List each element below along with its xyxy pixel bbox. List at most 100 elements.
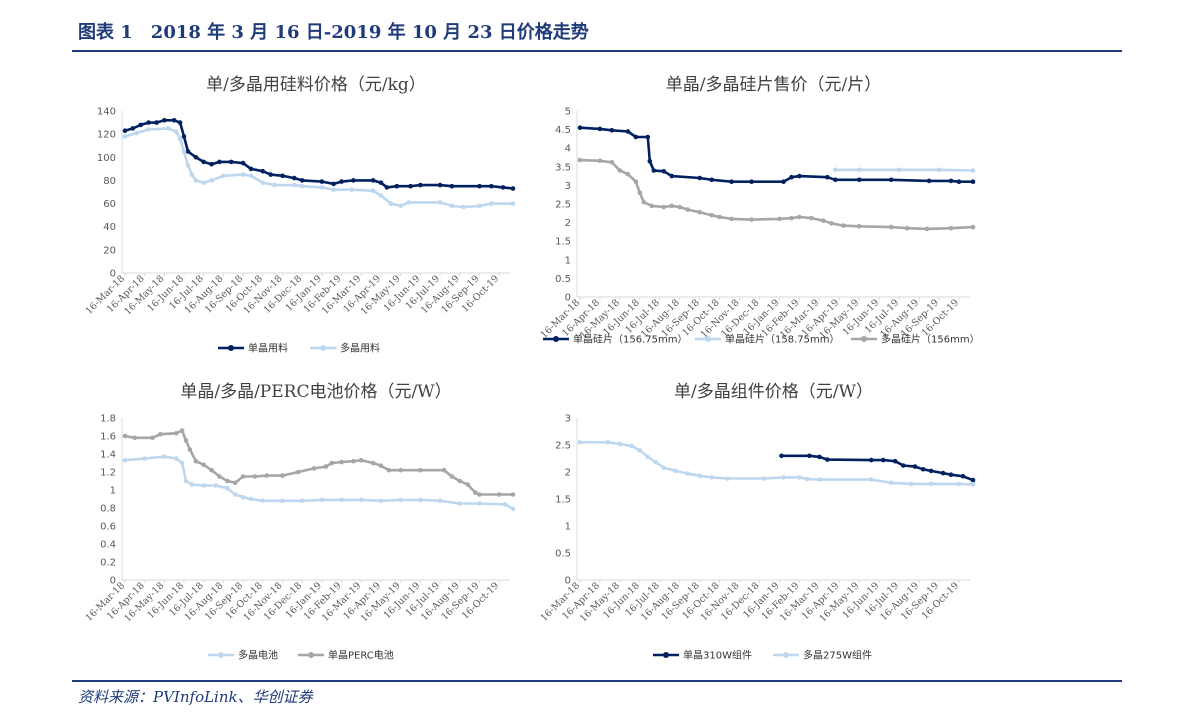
series-1: [122, 428, 516, 497]
data-point: [821, 218, 826, 223]
data-point: [833, 167, 838, 173]
series-0: [122, 118, 516, 191]
data-point: [896, 167, 902, 173]
series-2: [577, 157, 976, 232]
data-point: [926, 178, 932, 184]
data-point: [319, 497, 325, 503]
y-tick-label: 0.2: [100, 558, 116, 569]
data-point: [960, 474, 966, 479]
data-point: [311, 466, 317, 471]
data-point: [122, 458, 128, 463]
data-point: [869, 457, 874, 463]
series-0: [779, 453, 976, 483]
data-point: [229, 159, 234, 165]
data-point: [240, 474, 246, 479]
data-point: [166, 126, 171, 131]
data-point: [625, 129, 631, 134]
data-point: [781, 475, 786, 480]
data-point: [761, 476, 766, 481]
y-tick-label: 1: [110, 486, 116, 497]
y-tick-label: 2: [565, 468, 571, 479]
data-point: [673, 468, 678, 474]
data-point: [928, 481, 934, 487]
y-tick-label: 20: [103, 245, 116, 256]
data-point: [825, 174, 830, 180]
data-point: [609, 128, 615, 133]
data-point: [617, 168, 623, 173]
data-point: [185, 149, 191, 154]
data-point: [240, 160, 246, 166]
y-tick-label: 0.4: [100, 540, 116, 551]
data-point: [510, 506, 516, 512]
data-point: [378, 463, 384, 468]
data-point: [841, 223, 846, 228]
chart-title: 单/多晶组件价格（元/W）: [674, 382, 873, 402]
y-tick-label: 40: [103, 222, 116, 233]
y-tick-label: 1.2: [100, 468, 116, 479]
data-point: [477, 183, 482, 189]
bottom-rule: [72, 680, 1122, 682]
data-point: [398, 467, 404, 473]
data-point: [970, 179, 976, 184]
data-point: [473, 490, 478, 495]
y-tick-label: 2.5: [555, 441, 571, 452]
data-point: [323, 464, 329, 469]
data-point: [888, 177, 894, 183]
data-point: [171, 118, 177, 123]
data-point: [829, 221, 834, 226]
data-point: [248, 173, 254, 179]
data-point: [825, 457, 830, 462]
data-point: [209, 178, 214, 183]
data-point: [299, 183, 305, 189]
data-point: [617, 441, 623, 447]
data-point: [502, 502, 508, 507]
data-point: [797, 475, 802, 480]
data-point: [209, 467, 214, 473]
data-point: [510, 186, 516, 191]
legend-swatch-dot: [783, 652, 789, 658]
data-point: [920, 467, 926, 472]
data-point: [697, 473, 702, 479]
data-point: [970, 224, 976, 230]
y-tick-label: 0: [110, 576, 116, 587]
data-point: [134, 130, 140, 136]
data-point: [489, 201, 494, 206]
data-point: [677, 204, 682, 210]
data-point: [146, 120, 151, 125]
data-point: [150, 435, 155, 441]
data-point: [817, 477, 822, 482]
data-point: [437, 498, 443, 504]
data-point: [329, 460, 335, 466]
data-point: [264, 473, 270, 478]
data-point: [936, 167, 942, 173]
data-point: [809, 215, 814, 221]
y-tick-label: 0.8: [100, 504, 116, 515]
data-point: [122, 128, 128, 133]
module-price-chart: 单/多晶组件价格（元/W）00.511.522.5316-Mar-1816-Ap…: [539, 382, 976, 662]
data-point: [457, 501, 463, 506]
data-point: [880, 457, 886, 463]
data-point: [179, 428, 185, 433]
data-point: [201, 159, 206, 165]
data-point: [888, 224, 894, 230]
data-point: [685, 471, 690, 476]
data-point: [384, 185, 390, 190]
legend-label: 单晶310W组件: [683, 649, 752, 662]
data-point: [669, 203, 675, 209]
data-point: [437, 182, 443, 188]
data-point: [970, 482, 976, 487]
source-note: 资料来源：PVInfoLink、华创证券: [78, 688, 313, 706]
data-point: [489, 183, 494, 189]
data-point: [510, 492, 516, 497]
data-point: [201, 483, 206, 488]
y-tick-label: 140: [97, 107, 116, 118]
data-point: [240, 172, 246, 177]
data-point: [394, 183, 400, 189]
y-tick-label: 0: [110, 269, 116, 280]
data-point: [408, 183, 413, 189]
data-point: [225, 485, 230, 491]
data-point: [817, 454, 822, 460]
data-point: [183, 438, 189, 443]
data-point: [645, 134, 651, 140]
data-point: [904, 225, 910, 231]
